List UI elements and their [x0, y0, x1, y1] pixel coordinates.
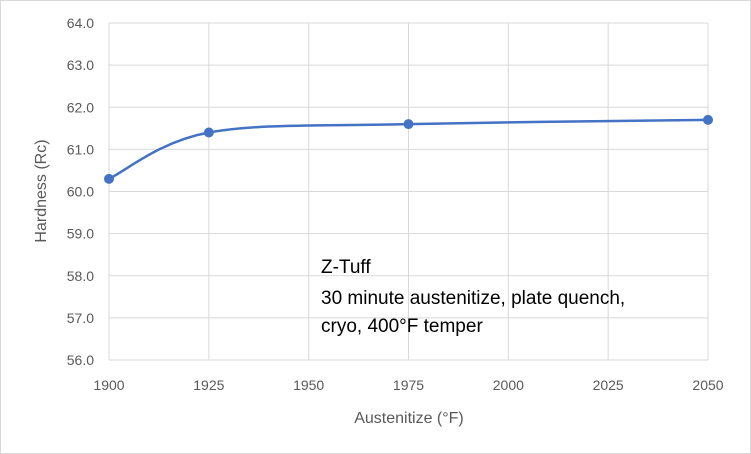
- x-tick-label: 2025: [593, 377, 624, 393]
- annotation-line-2: 30 minute austenitize, plate quench,: [321, 288, 625, 309]
- x-axis-tick-labels: 1900 1925 1950 1975 2000 2025 2050: [93, 377, 723, 393]
- x-tick-label: 1900: [93, 377, 124, 393]
- y-tick-label: 64.0: [67, 15, 94, 31]
- y-axis-tick-labels: 56.0 57.0 58.0 59.0 60.0 61.0 62.0 63.0 64.0: [67, 15, 94, 368]
- y-tick-label: 59.0: [67, 226, 94, 242]
- y-tick-label: 58.0: [67, 268, 94, 284]
- data-point: [203, 127, 214, 138]
- annotation-line-3: cryo, 400°F temper: [321, 316, 483, 337]
- y-tick-label: 57.0: [67, 310, 94, 326]
- y-tick-label: 60.0: [67, 184, 94, 200]
- y-tick-label: 62.0: [67, 99, 94, 115]
- x-tick-label: 1975: [393, 377, 424, 393]
- y-tick-label: 63.0: [67, 57, 94, 73]
- y-tick-label: 56.0: [67, 352, 94, 368]
- x-axis-title: Austenitize (°F): [354, 410, 464, 427]
- x-tick-label: 1950: [293, 377, 324, 393]
- data-point: [703, 114, 713, 125]
- x-tick-label: 1925: [193, 377, 224, 393]
- y-tick-label: 61.0: [67, 141, 94, 157]
- data-point: [403, 119, 414, 130]
- gridlines: [108, 22, 709, 361]
- y-axis-title: Hardness (Rc): [33, 139, 50, 242]
- series-layer: [104, 114, 713, 184]
- series-line: [108, 118, 709, 180]
- annotation-line-1: Z-Tuff: [321, 257, 371, 278]
- x-tick-label: 2000: [493, 377, 524, 393]
- data-point: [104, 173, 114, 184]
- x-tick-label: 2050: [692, 377, 723, 393]
